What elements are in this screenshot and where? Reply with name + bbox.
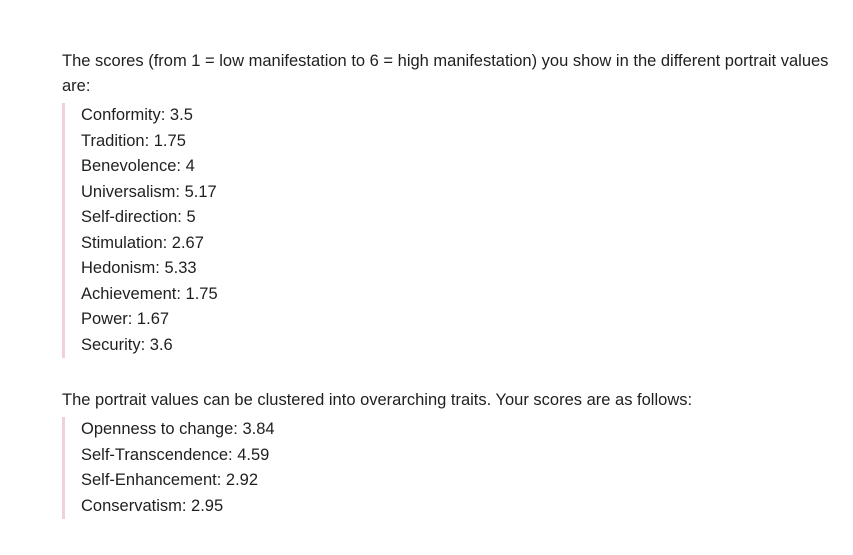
value-item: Self-direction: 5 [81,208,196,226]
trait-item: Self-Enhancement: 2.92 [81,471,259,489]
value-item: Achievement: 1.75 [81,284,218,303]
traits-list: Openness to change: 3.84 Self-Transcende… [62,417,275,519]
value-item: Stimulation: 2.67 [81,233,204,252]
value-item: Universalism: 5.17 [81,182,217,201]
value-item: Conformity: 3.5 [81,106,193,124]
value-item: Tradition: 1.75 [81,131,186,150]
values-list: Conformity: 3.5 Tradition: 1.75 Benevole… [62,103,218,358]
trait-item: Conservatism: 2.95 [81,496,224,515]
value-item: Benevolence: 4 [81,157,195,175]
traits-intro: The portrait values can be clustered int… [62,391,693,409]
trait-item: Openness to change: 3.84 [81,420,275,438]
value-item: Power: 1.67 [81,310,170,328]
value-item: Security: 3.6 [81,335,173,354]
value-item: Hedonism: 5.33 [81,259,197,277]
values-intro: The scores (from 1 = low manifestation t… [62,52,829,95]
trait-item: Self-Transcendence: 4.59 [81,445,270,464]
